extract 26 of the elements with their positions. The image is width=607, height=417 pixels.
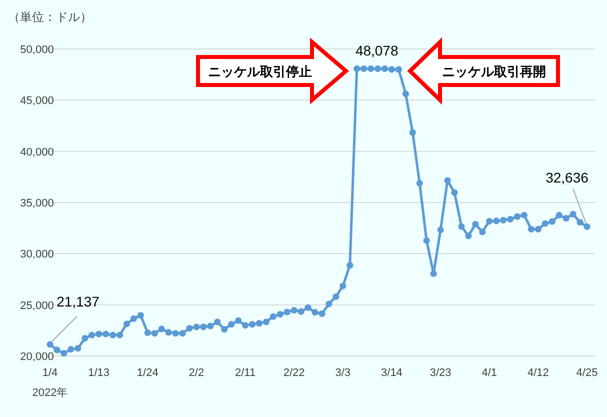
annotation: ニッケル取引停止	[208, 64, 312, 79]
y-tick-label: 50,000	[20, 44, 54, 56]
data-label: 48,078	[355, 42, 398, 59]
x-tick-label: 3/3	[335, 367, 351, 379]
x-tick-label: 3/23	[430, 367, 452, 379]
y-tick-label: 40,000	[20, 146, 54, 158]
x-tick-label: 1/24	[136, 367, 158, 379]
y-tick-label: 35,000	[20, 198, 54, 210]
text: （単位：ドル）	[8, 10, 92, 24]
annotation: ニッケル取引再開	[442, 64, 546, 79]
y-tick-label: 25,000	[20, 300, 54, 312]
x-tick-label: 2/11	[234, 367, 256, 379]
y-tick-label: 30,000	[20, 248, 54, 261]
x-tick-label: 3/14	[381, 367, 402, 379]
x-tick-label: 4/1	[482, 367, 498, 379]
data-label: 32,636	[546, 170, 589, 186]
x-tick-label: 1/13	[88, 367, 110, 379]
y-tick-label: 45,000	[20, 95, 54, 108]
x-tick-label: 4/12	[527, 367, 549, 379]
x-tick-label: 4/25	[576, 367, 598, 379]
x-tick-label: 1/4	[42, 367, 58, 379]
text: 2022年	[32, 387, 68, 399]
x-tick-label: 2/2	[188, 367, 204, 379]
y-tick-label: 20,000	[20, 351, 54, 363]
x-tick-label: 2/22	[283, 367, 305, 379]
data-label: 21,137	[56, 293, 100, 310]
